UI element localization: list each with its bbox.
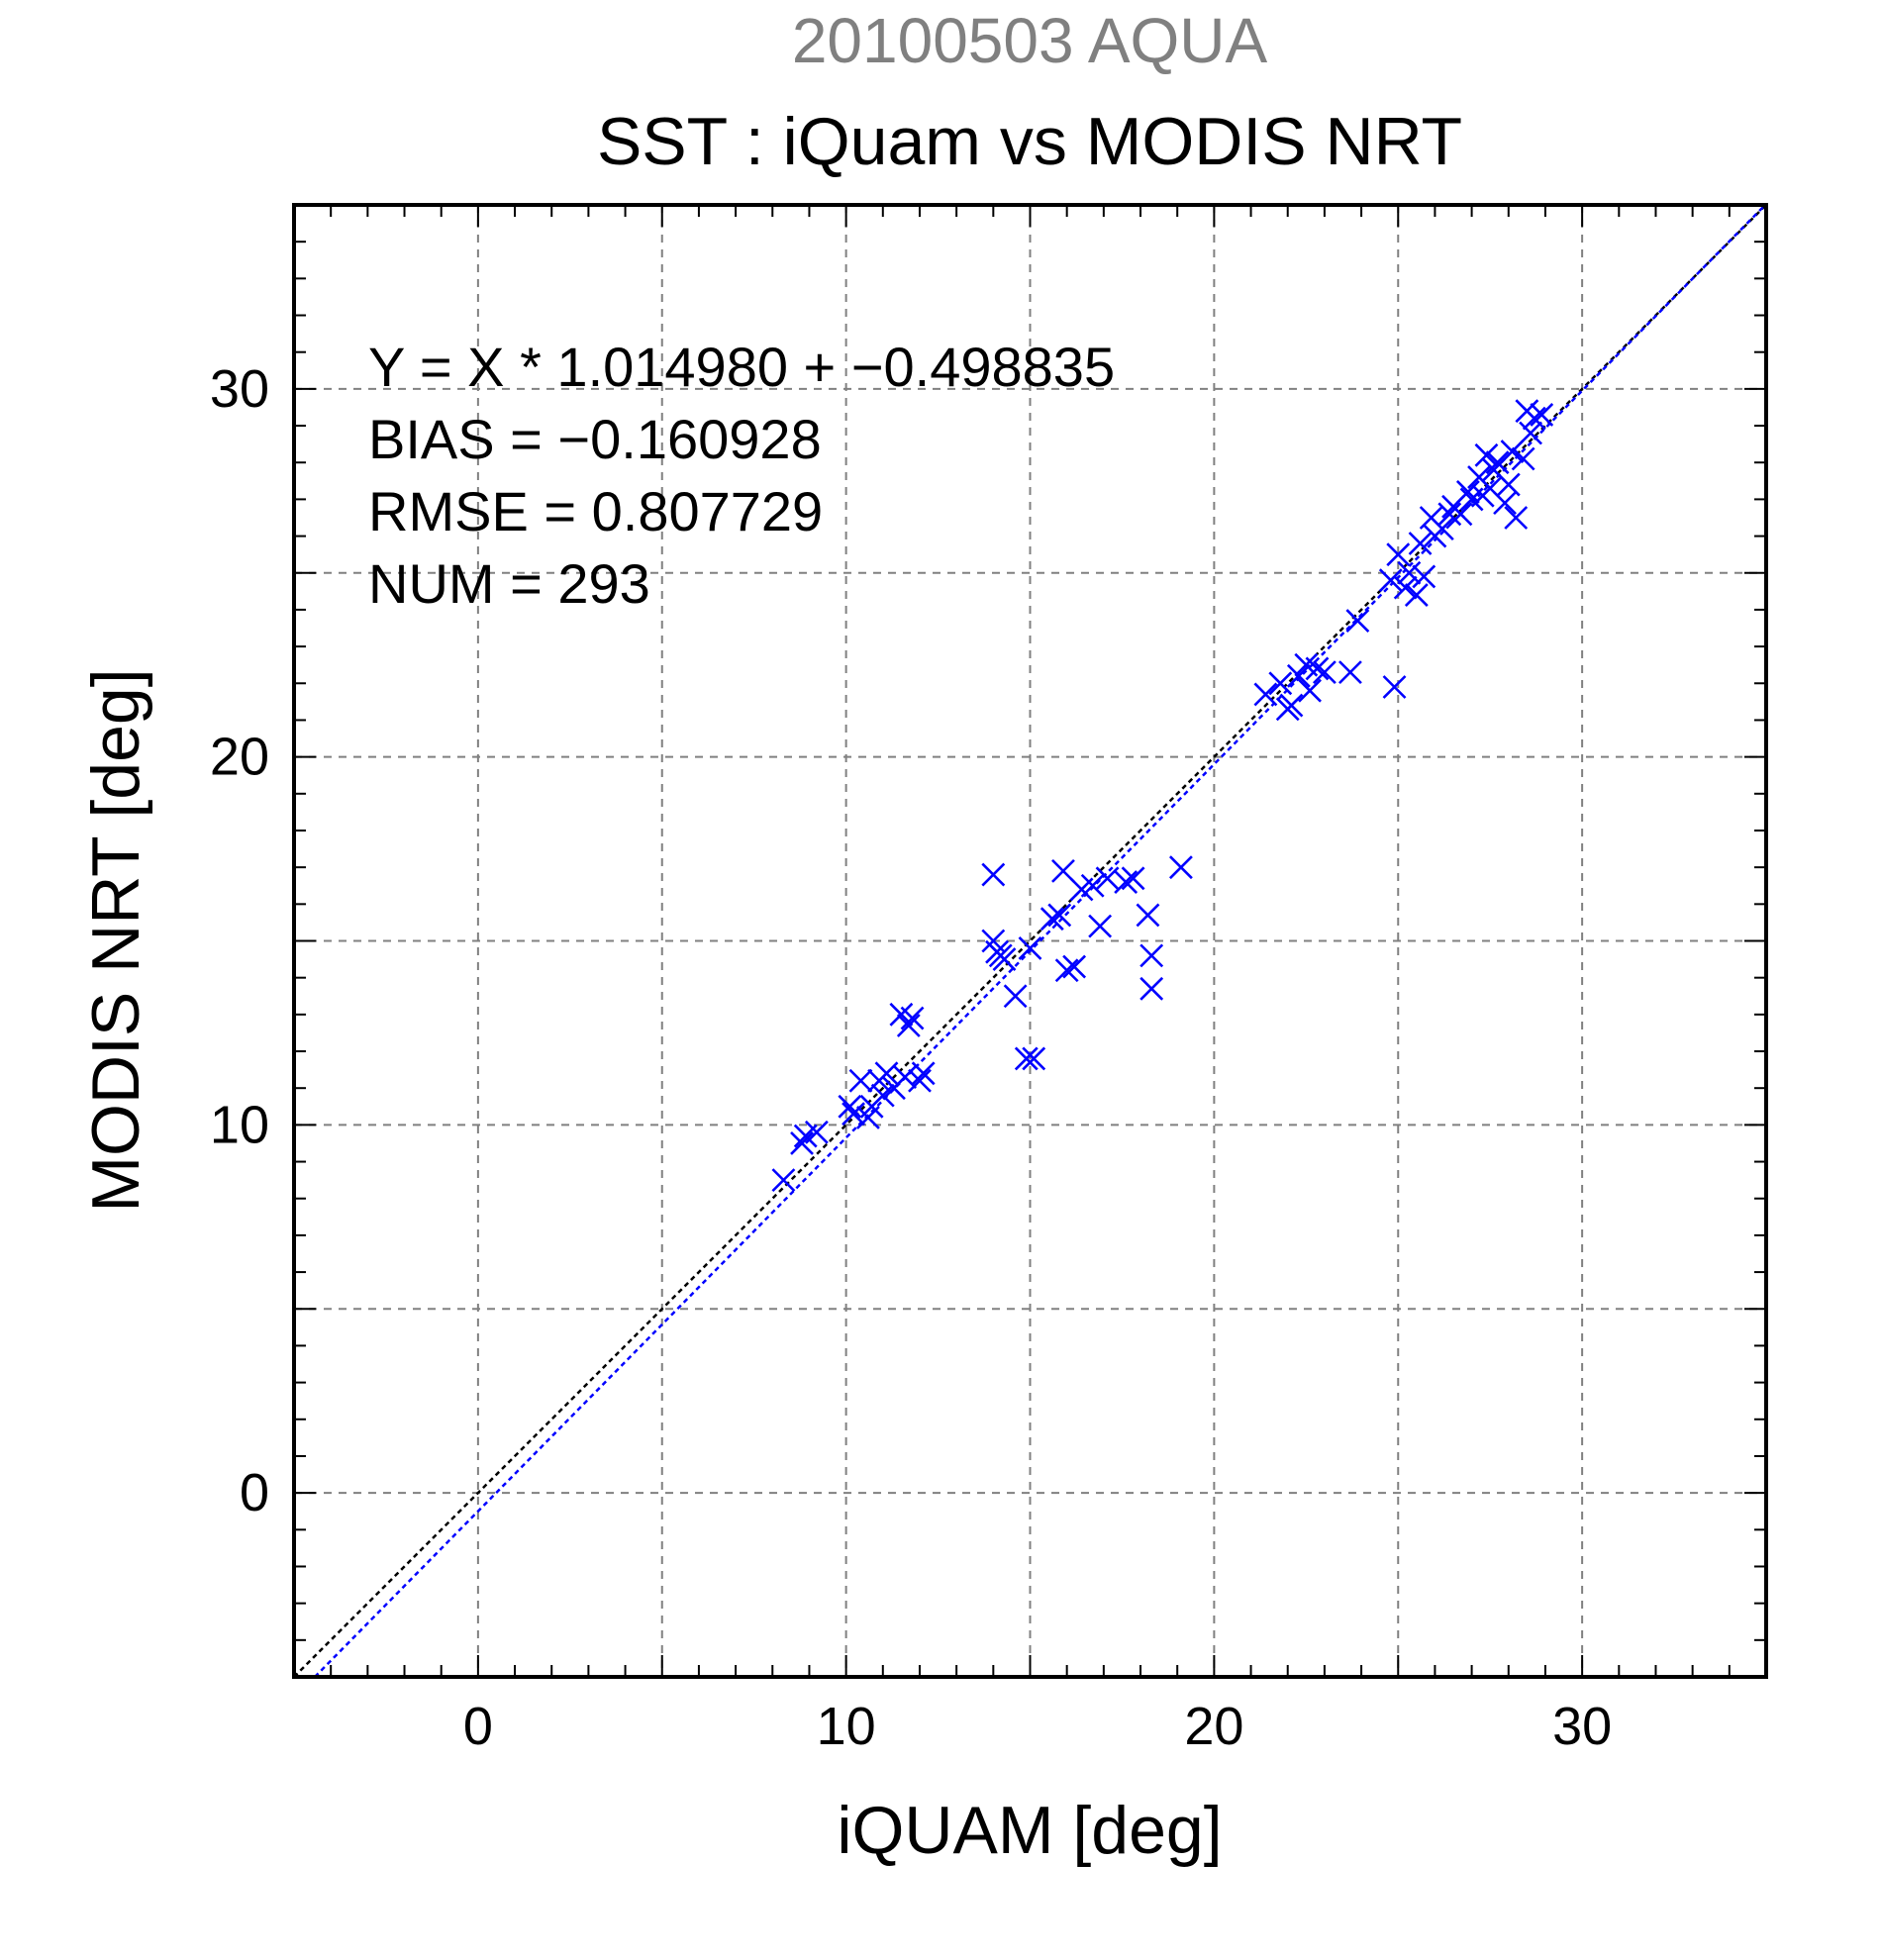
y-tick-label: 0 (240, 1463, 269, 1522)
data-point (1268, 671, 1293, 696)
y-axis-label: MODIS NRT [deg] (78, 668, 153, 1212)
x-axis-label: iQUAM [deg] (837, 1793, 1222, 1868)
data-point (1397, 560, 1422, 585)
data-point (838, 1094, 862, 1119)
data-point (992, 947, 1017, 972)
data-point (981, 862, 1006, 887)
data-point (1305, 656, 1330, 681)
y-tick-label: 20 (210, 728, 269, 787)
x-tick-label: 30 (1552, 1697, 1612, 1756)
data-point (1051, 858, 1075, 883)
stats-annotations: Y = X * 1.014980 + −0.498835 BIAS = −0.16… (368, 336, 1115, 615)
data-point (874, 1061, 899, 1086)
reference-lines (293, 204, 1767, 1678)
data-point (790, 1131, 814, 1155)
y-tick-label: 10 (210, 1095, 269, 1154)
data-point (1504, 506, 1529, 530)
data-point (1139, 976, 1164, 1001)
data-point (1080, 873, 1105, 898)
x-tick-label: 0 (463, 1697, 493, 1756)
data-point (1136, 903, 1160, 928)
data-point (1448, 502, 1473, 527)
chart-subtitle: SST : iQuam vs MODIS NRT (597, 104, 1462, 179)
data-point (1455, 480, 1480, 504)
data-point (1393, 575, 1418, 600)
data-point (848, 1068, 873, 1093)
data-point (1286, 663, 1311, 688)
data-point (1530, 402, 1554, 427)
stats-annotation: BIAS = −0.160928 (368, 408, 822, 470)
data-point (1500, 440, 1525, 463)
data-point (1014, 1046, 1039, 1071)
data-point (1519, 421, 1542, 445)
data-point (1345, 609, 1370, 633)
fit-line (314, 204, 1766, 1678)
data-point (908, 1068, 932, 1093)
data-point (1437, 502, 1462, 527)
x-tick-labels: 0 10 20 30 (463, 1697, 1612, 1756)
data-point (1139, 943, 1164, 968)
data-point (1493, 491, 1517, 516)
data-point (1088, 914, 1113, 938)
data-point (1496, 472, 1521, 497)
data-point (1054, 958, 1079, 983)
data-point (1474, 442, 1499, 467)
data-point (1018, 936, 1042, 960)
x-tick-label: 20 (1184, 1697, 1243, 1756)
data-point (1298, 678, 1322, 703)
data-point (842, 1102, 865, 1127)
data-point (1408, 532, 1433, 555)
stats-annotation: NUM = 293 (368, 552, 650, 615)
data-point (1114, 870, 1138, 894)
chart-title: 20100503 AQUA (792, 5, 1268, 76)
data-point (1022, 1046, 1046, 1071)
data-point (771, 1168, 796, 1193)
stats-annotation: Y = X * 1.014980 + −0.498835 (368, 336, 1115, 398)
data-point (1095, 866, 1120, 891)
data-point (1040, 907, 1064, 931)
data-point (1511, 446, 1535, 471)
data-point (1047, 903, 1072, 928)
data-point (1430, 517, 1454, 541)
plot-frame (292, 203, 1768, 1679)
data-point (870, 1083, 895, 1108)
data-point (1485, 450, 1510, 475)
data-point (1279, 693, 1304, 718)
data-point (1253, 682, 1278, 707)
y-tick-label: 30 (210, 359, 269, 419)
data-point (893, 1065, 918, 1089)
data-point (1522, 406, 1546, 431)
data-point (1412, 564, 1436, 589)
x-tick-label: 10 (817, 1697, 876, 1756)
data-point (896, 1014, 921, 1037)
data-point (1378, 568, 1403, 593)
stats-annotation: RMSE = 0.807729 (368, 480, 823, 542)
gridlines (294, 205, 1766, 1677)
data-point (1382, 675, 1407, 699)
data-point (1312, 660, 1336, 685)
scatter-points (771, 399, 1554, 1193)
data-point (1003, 984, 1028, 1009)
data-point (1386, 542, 1411, 567)
data-point (1062, 954, 1087, 979)
data-point (900, 1006, 925, 1030)
data-point (911, 1061, 936, 1086)
data-point (1338, 660, 1362, 685)
data-point (804, 1120, 829, 1144)
data-point (1169, 855, 1193, 880)
y-tick-labels: 0 10 20 30 (210, 359, 269, 1522)
data-point (1404, 583, 1429, 607)
data-point (1121, 866, 1145, 891)
